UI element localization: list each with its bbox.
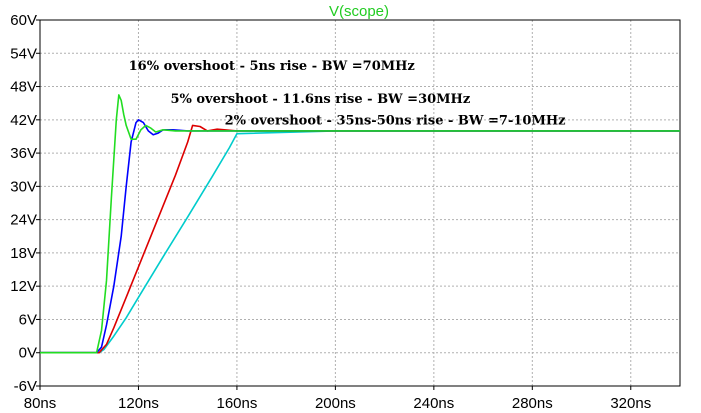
x-tick-label: 80ns bbox=[24, 395, 57, 412]
y-tick-label: 12V bbox=[10, 278, 37, 295]
x-tick-label: 280ns bbox=[512, 395, 553, 412]
series-layer bbox=[40, 94, 680, 354]
series-line-3 bbox=[40, 119, 680, 354]
series-line-1 bbox=[40, 130, 680, 354]
x-tick-label: 320ns bbox=[610, 395, 651, 412]
y-tick-label: -6V bbox=[14, 378, 37, 395]
annotation-1: 16% overshoot - 5ns rise - BW =70MHz bbox=[129, 59, 415, 74]
x-tick-label: 120ns bbox=[118, 395, 159, 412]
annotations: 16% overshoot - 5ns rise - BW =70MHz 5% o… bbox=[129, 59, 566, 128]
y-tick-label: 6V bbox=[19, 311, 37, 328]
y-tick-label: 18V bbox=[10, 245, 37, 262]
y-tick-label: 36V bbox=[10, 145, 37, 162]
y-tick-label: 48V bbox=[10, 79, 37, 96]
y-tick-label: 0V bbox=[19, 345, 37, 362]
x-tick-label: 200ns bbox=[315, 395, 356, 412]
x-tick-label: 160ns bbox=[216, 395, 257, 412]
y-tick-label: 60V bbox=[10, 12, 37, 29]
y-tick-label: 42V bbox=[10, 112, 37, 129]
grid bbox=[39, 19, 680, 387]
series-line-4 bbox=[40, 94, 680, 354]
annotation-2: 5% overshoot - 11.6ns rise - BW =30MHz bbox=[170, 92, 470, 107]
series-line-2 bbox=[40, 124, 680, 354]
annotation-3: 2% overshoot - 35ns-50ns rise - BW =7-10… bbox=[225, 113, 566, 128]
x-axis: 80ns 120ns 160ns 200ns 240ns 280ns 320ns bbox=[24, 386, 651, 412]
plot-frame bbox=[39, 19, 681, 387]
y-tick-label: 54V bbox=[10, 45, 37, 62]
y-tick-label: 30V bbox=[10, 178, 37, 195]
y-tick-label: 24V bbox=[10, 212, 37, 229]
x-tick-label: 240ns bbox=[413, 395, 454, 412]
y-axis: -6V 0V 6V 12V 18V 24V 30V 36V 42V 48V 54V 60V bbox=[10, 12, 40, 395]
chart-title: V(scope) bbox=[329, 3, 389, 20]
